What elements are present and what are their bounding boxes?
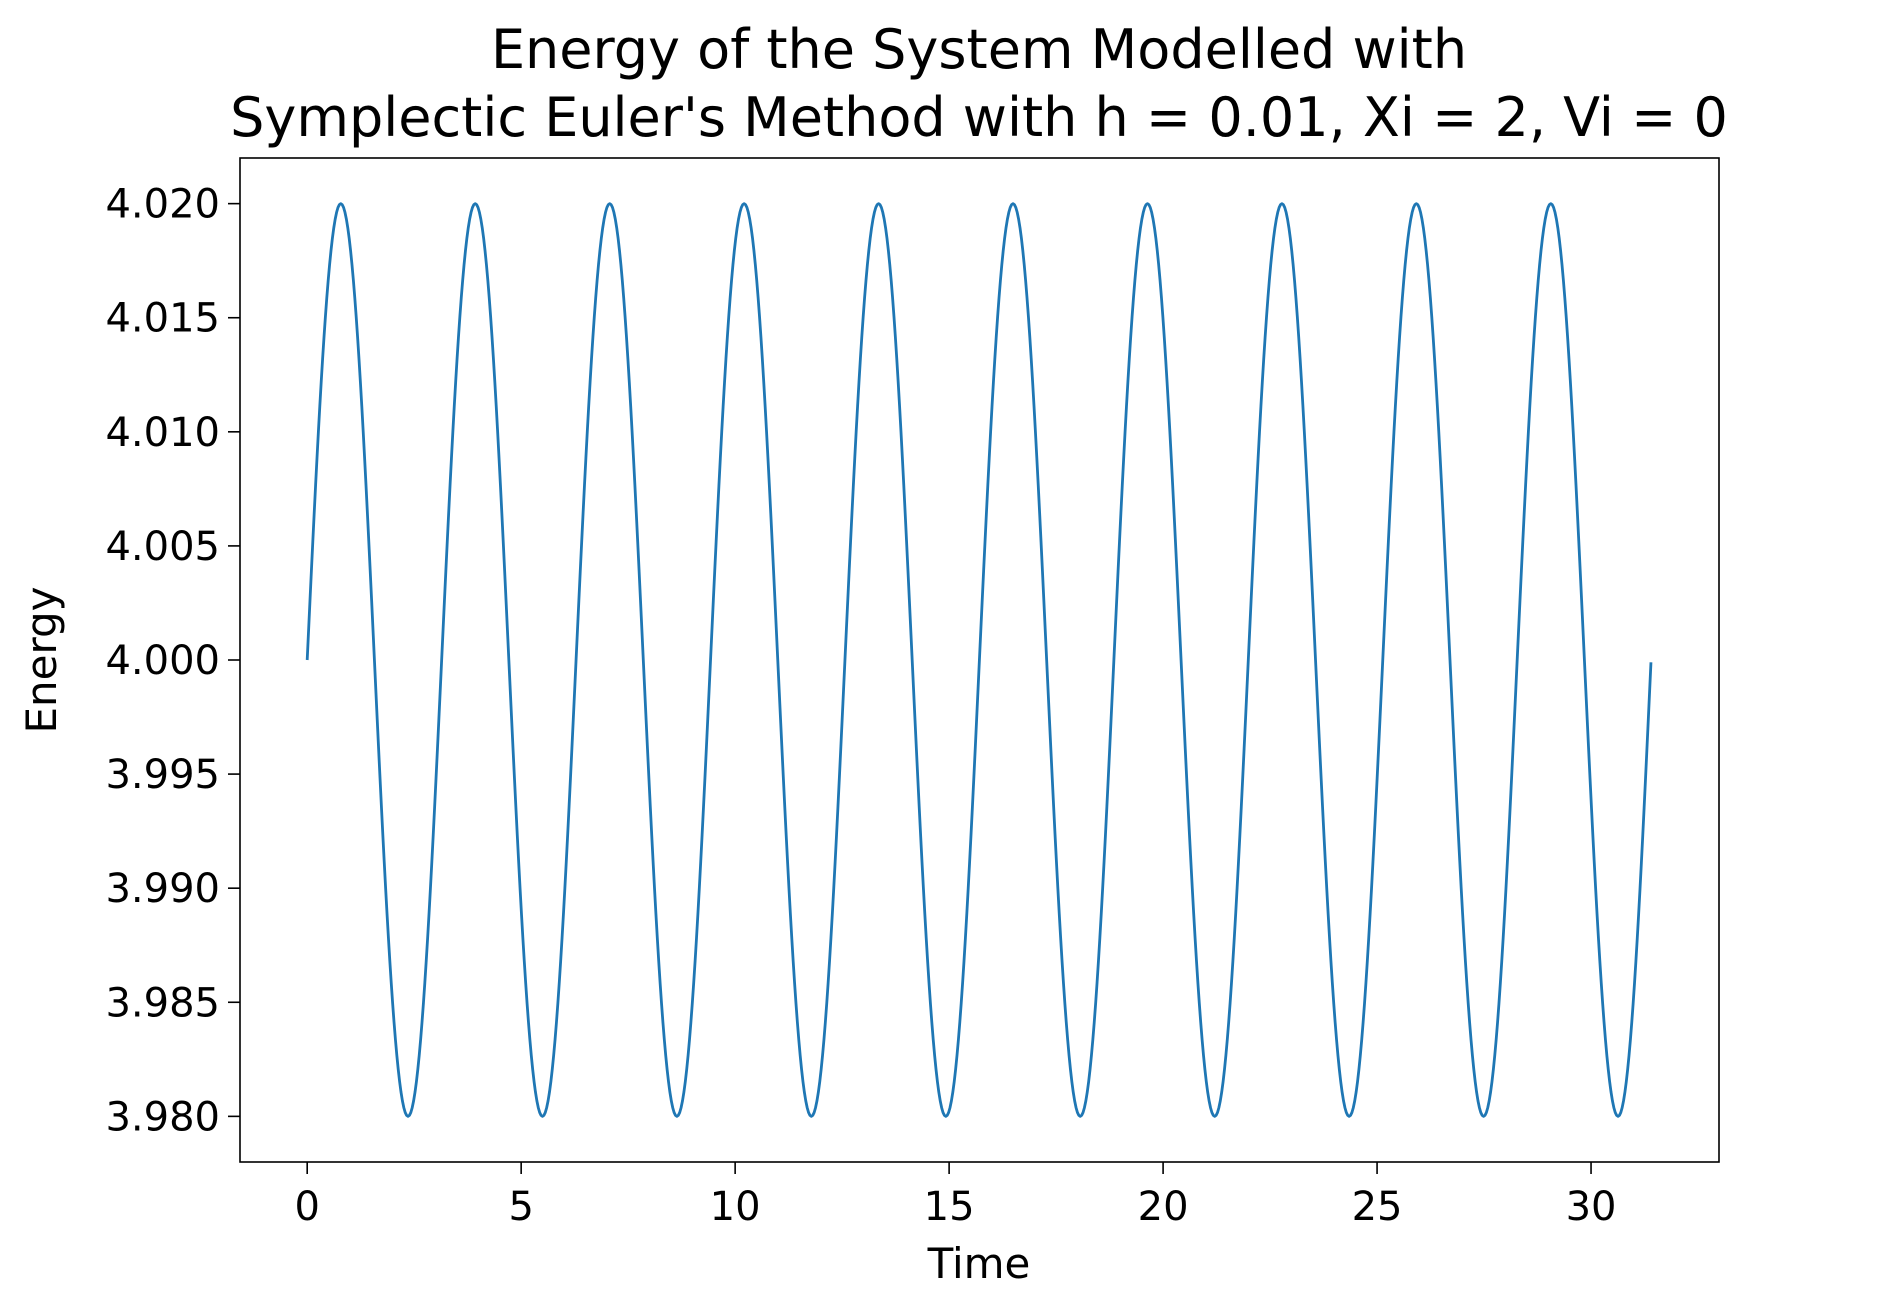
plot-area xyxy=(239,157,1720,1163)
y-tick-label: 3.990 xyxy=(105,866,220,912)
y-tick-label: 3.985 xyxy=(105,980,220,1026)
chart-title-line2: Symplectic Euler's Method with h = 0.01,… xyxy=(230,86,1728,149)
x-tick-label: 0 xyxy=(294,1184,319,1230)
y-axis-label: Energy xyxy=(17,586,66,733)
chart-title-line1: Energy of the System Modelled with xyxy=(491,18,1467,81)
x-tick-label: 5 xyxy=(508,1184,533,1230)
y-tick-label: 4.010 xyxy=(105,410,220,456)
y-tick-label: 4.015 xyxy=(105,296,220,342)
series-line-energy xyxy=(305,202,1653,1118)
x-tick-label: 25 xyxy=(1352,1184,1403,1230)
y-tick-label: 4.020 xyxy=(105,182,220,228)
x-tick-label: 30 xyxy=(1566,1184,1617,1230)
x-axis-label: Time xyxy=(927,1239,1031,1288)
y-tick-label: 3.995 xyxy=(105,752,220,798)
x-tick-label: 10 xyxy=(710,1184,761,1230)
y-axis: 3.980 3.985 3.990 3.995 4.000 4.005 4.010 4.015… xyxy=(105,182,240,1140)
y-tick-label: 4.005 xyxy=(105,524,220,570)
y-tick-label: 4.000 xyxy=(105,638,220,684)
x-tick-label: 20 xyxy=(1138,1184,1189,1230)
x-tick-label: 15 xyxy=(924,1184,975,1230)
y-tick-label: 3.980 xyxy=(105,1094,220,1140)
x-axis: 0 5 10 15 20 25 30 xyxy=(294,1162,1616,1230)
